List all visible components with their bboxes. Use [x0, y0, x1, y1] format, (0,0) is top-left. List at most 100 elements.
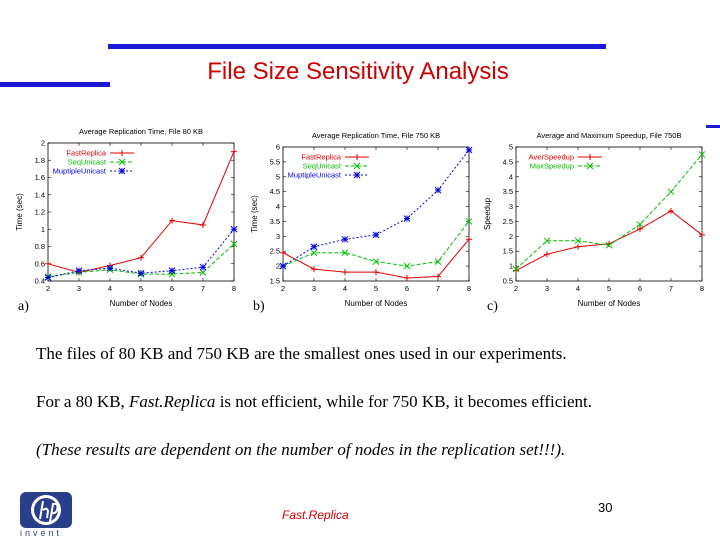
data-point	[373, 269, 379, 276]
y-tick-label: 4.5	[503, 157, 513, 166]
chart-title: Average Replication Time, File 80 KB	[79, 127, 203, 136]
data-point	[310, 243, 318, 251]
x-tick-label: 2	[514, 284, 518, 293]
data-point	[372, 258, 380, 265]
legend-label: AverSpeedup	[529, 153, 574, 162]
x-tick-label: 3	[77, 284, 81, 293]
x-tick-label: 7	[669, 284, 673, 293]
y-tick-label: 4.5	[270, 187, 280, 196]
y-tick-label: 1	[509, 262, 513, 271]
legend-marker	[353, 162, 361, 170]
data-point	[544, 251, 550, 258]
data-point	[466, 236, 472, 243]
paragraph-2-prefix: For a 80 KB,	[36, 392, 130, 411]
legend-marker	[118, 167, 126, 175]
data-point	[44, 274, 52, 281]
y-tick-label: 2.5	[270, 247, 280, 256]
legend-marker	[119, 150, 125, 156]
right-accent-bar	[706, 125, 720, 128]
data-point	[372, 231, 380, 239]
y-tick-label: 1.5	[270, 277, 280, 286]
paragraph-2-suffix: is not efficient, while for 750 KB, it b…	[215, 392, 593, 411]
data-point	[75, 267, 83, 275]
y-tick-label: 2	[276, 262, 280, 271]
data-point	[279, 262, 287, 270]
data-point	[699, 231, 705, 238]
chart-title: Average Replication Time, File 750 KB	[312, 131, 440, 140]
x-tick-label: 6	[170, 284, 174, 293]
data-point	[543, 237, 551, 245]
y-tick-label: 1.2	[35, 208, 45, 217]
data-point	[199, 263, 207, 271]
legend-label: FastReplica	[301, 153, 341, 162]
paragraph-2-italic: Fast.Replica	[129, 392, 216, 411]
chart-3: Average and Maximum Speedup, File 750B 0.…	[483, 131, 706, 314]
x-tick-label: 5	[374, 284, 378, 293]
x-tick-label: 4	[576, 284, 580, 293]
y-tick-label: 6	[276, 143, 280, 152]
y-axis-label: Time (sec)	[15, 193, 24, 231]
data-point	[636, 221, 644, 228]
data-point	[667, 188, 675, 196]
panel-label: c)	[487, 299, 498, 314]
y-tick-label: 1	[41, 225, 45, 234]
data-point	[512, 265, 520, 273]
footer-title: Fast.Replica	[282, 508, 349, 522]
data-point	[169, 217, 175, 224]
x-tick-label: 2	[46, 284, 50, 293]
y-tick-label: 1.8	[35, 156, 45, 165]
y-tick-label: 3.5	[503, 187, 513, 196]
data-point	[341, 249, 349, 257]
legend-marker	[354, 154, 360, 160]
data-point	[404, 275, 410, 282]
x-axis-label: Number of Nodes	[345, 299, 408, 308]
legend-label: FastReplica	[66, 149, 106, 158]
y-tick-label: 1.4	[35, 190, 45, 199]
hp-logo-icon	[20, 492, 72, 528]
data-point	[280, 249, 286, 256]
panel-label: b)	[253, 299, 265, 314]
data-point	[698, 151, 706, 158]
y-tick-label: 1.5	[503, 247, 513, 256]
x-tick-label: 5	[607, 284, 611, 293]
data-point	[605, 241, 613, 249]
data-point	[341, 235, 349, 243]
data-point	[435, 273, 441, 280]
data-point	[199, 269, 207, 276]
legend-marker	[353, 171, 361, 179]
data-point	[137, 269, 145, 277]
x-tick-label: 7	[201, 284, 205, 293]
series-line-2	[515, 154, 703, 270]
y-tick-label: 0.8	[35, 242, 45, 251]
x-tick-label: 8	[467, 284, 471, 293]
data-point	[465, 146, 473, 154]
data-point	[230, 240, 238, 248]
data-point	[403, 215, 411, 222]
paragraph-3-text: (These results are dependent on the numb…	[36, 440, 566, 459]
x-tick-label: 3	[545, 284, 549, 293]
logo-wordmark: invent	[20, 528, 63, 538]
charts-panel: Average Replication Time, File 80 KB 0.4 0…	[15, 127, 706, 314]
legend-label: MuptipleUnicast	[288, 171, 342, 180]
data-point	[668, 208, 674, 215]
paragraph-1: The files of 80 KB and 750 KB are the sm…	[36, 344, 567, 364]
paragraph-3: (These results are dependent on the numb…	[36, 440, 565, 460]
slide-title: File Size Sensitivity Analysis	[207, 58, 509, 85]
legend-marker	[587, 154, 593, 160]
y-tick-label: 0.5	[503, 277, 513, 286]
y-axis-label: Speedup	[483, 197, 492, 230]
data-point	[310, 249, 318, 257]
x-tick-label: 7	[436, 284, 440, 293]
y-tick-label: 0.6	[35, 259, 45, 268]
data-point	[231, 148, 237, 155]
chart-1: Average Replication Time, File 80 KB 0.4 0…	[15, 127, 238, 314]
data-point	[106, 264, 114, 272]
x-tick-label: 6	[405, 284, 409, 293]
x-tick-label: 8	[700, 284, 704, 293]
x-tick-label: 5	[139, 284, 143, 293]
legend-marker	[118, 158, 126, 166]
y-tick-label: 1.6	[35, 173, 45, 182]
y-tick-label: 4	[276, 202, 280, 211]
top-accent-bar	[108, 44, 606, 49]
y-tick-label: 4	[509, 172, 513, 181]
